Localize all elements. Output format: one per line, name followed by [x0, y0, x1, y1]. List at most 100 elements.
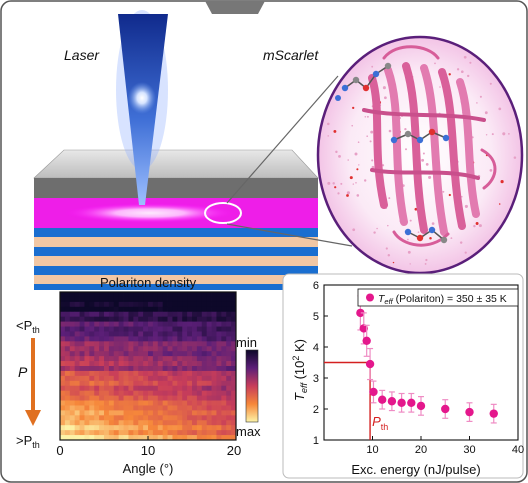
heatmap-cell [133, 326, 139, 332]
y-tick-label: 6 [313, 280, 319, 292]
heatmap-cell [60, 301, 66, 308]
heatmap-cell [206, 316, 212, 322]
heatmap-cell [167, 346, 173, 352]
heatmap-cell [201, 311, 208, 318]
heatmap-cell [123, 341, 129, 347]
heatmap-cell [187, 292, 193, 298]
heatmap-cell [60, 435, 66, 441]
heatmap-cell [201, 331, 208, 337]
legend-box [357, 288, 519, 307]
heatmap-cell [89, 331, 95, 337]
heatmap-cell [201, 375, 208, 382]
heatmap-cell [148, 296, 154, 303]
heatmap-cell [74, 346, 80, 352]
heatmap-cell [94, 366, 100, 372]
heatmap-cell [69, 380, 76, 387]
heatmap-cell [113, 321, 120, 327]
heatmap-cell [192, 316, 198, 322]
heatmap-cell [143, 415, 149, 421]
heatmap-cell [177, 311, 183, 318]
heatmap-cell [94, 351, 100, 357]
heatmap-cell [206, 321, 212, 327]
heatmap-cell [157, 351, 164, 357]
heatmap-cell [221, 311, 227, 318]
solvent-dot [424, 262, 427, 265]
heatmap-cell [211, 390, 217, 396]
heatmap-cell [182, 400, 188, 406]
heatmap-cell [201, 425, 208, 431]
heatmap-cell [79, 375, 85, 382]
heatmap-cell [64, 292, 71, 298]
heatmap-cell [143, 405, 149, 411]
chart-y-label: Teff (102 K) [291, 339, 309, 401]
heatmap-cell [152, 405, 159, 411]
heatmap-cell [89, 301, 95, 308]
heatmap-cell [192, 410, 198, 416]
heatmap-cell [104, 361, 110, 367]
heatmap-cell [221, 331, 227, 337]
heatmap-cell [108, 430, 115, 436]
heatmap-cell [182, 316, 188, 322]
heatmap-cell [104, 331, 110, 337]
heatmap-cell [64, 415, 71, 421]
heatmap-cell [216, 306, 222, 313]
heatmap-cell [221, 292, 227, 298]
heatmap-cell [79, 356, 85, 362]
heatmap-cell [162, 311, 168, 318]
heatmap-cell [138, 336, 144, 342]
heatmap-cell [64, 425, 71, 431]
heatmap-cell [177, 321, 183, 327]
heatmap-cell [148, 395, 154, 401]
heatmap-cell [216, 311, 222, 318]
heatmap-cell [226, 321, 232, 327]
heatmap-cell [69, 316, 76, 322]
heatmap-cell [196, 420, 203, 426]
heatmap-cell [206, 435, 212, 441]
heatmap-cell [89, 351, 95, 357]
heatmap-cell [84, 405, 90, 411]
solvent-dot [346, 191, 350, 195]
heatmap-cell [84, 380, 90, 387]
heatmap-cell [231, 380, 237, 387]
heatmap-cell [64, 321, 71, 327]
heatmap-cell [133, 292, 139, 298]
heatmap-cell [182, 380, 188, 387]
heatmap-cell [84, 395, 90, 401]
heatmap-cell [79, 410, 85, 416]
heatmap-cell [74, 380, 80, 387]
heatmap-cell [157, 321, 164, 327]
heatmap-cell [89, 346, 95, 352]
heatmap-cell [192, 420, 198, 426]
heatmap-cell [89, 430, 95, 436]
heatmap-cell [118, 292, 124, 298]
heatmap-cell [187, 400, 193, 406]
heatmap-cell [172, 316, 178, 322]
solvent-dot [484, 111, 488, 115]
heatmap-cell [79, 415, 85, 421]
heatmap-cell [118, 306, 124, 313]
heatmap-cell [118, 390, 124, 396]
heatmap-cell [118, 336, 124, 342]
heatmap-cell [221, 306, 227, 313]
heatmap-cell [133, 336, 139, 342]
heatmap-cell [211, 331, 217, 337]
heatmap-cell [182, 356, 188, 362]
solvent-dot [405, 148, 407, 151]
heatmap-cell [79, 400, 85, 406]
dbr-layer [34, 247, 318, 256]
heatmap-cell [64, 395, 71, 401]
heatmap-cell [118, 361, 124, 367]
heatmap-cell [167, 351, 173, 357]
heatmap-cell [94, 311, 100, 318]
heatmap-cell [192, 390, 198, 396]
heatmap-cell [152, 380, 159, 387]
heatmap-cell [84, 375, 90, 382]
heatmap-cell [201, 326, 208, 332]
heatmap-cell [221, 361, 227, 367]
heatmap-cell [138, 430, 144, 436]
heatmap-cell [211, 366, 217, 372]
heatmap-cell [113, 346, 120, 352]
heatmap-cell [167, 316, 173, 322]
heatmap-cell [89, 385, 95, 392]
solvent-dot [349, 176, 353, 180]
